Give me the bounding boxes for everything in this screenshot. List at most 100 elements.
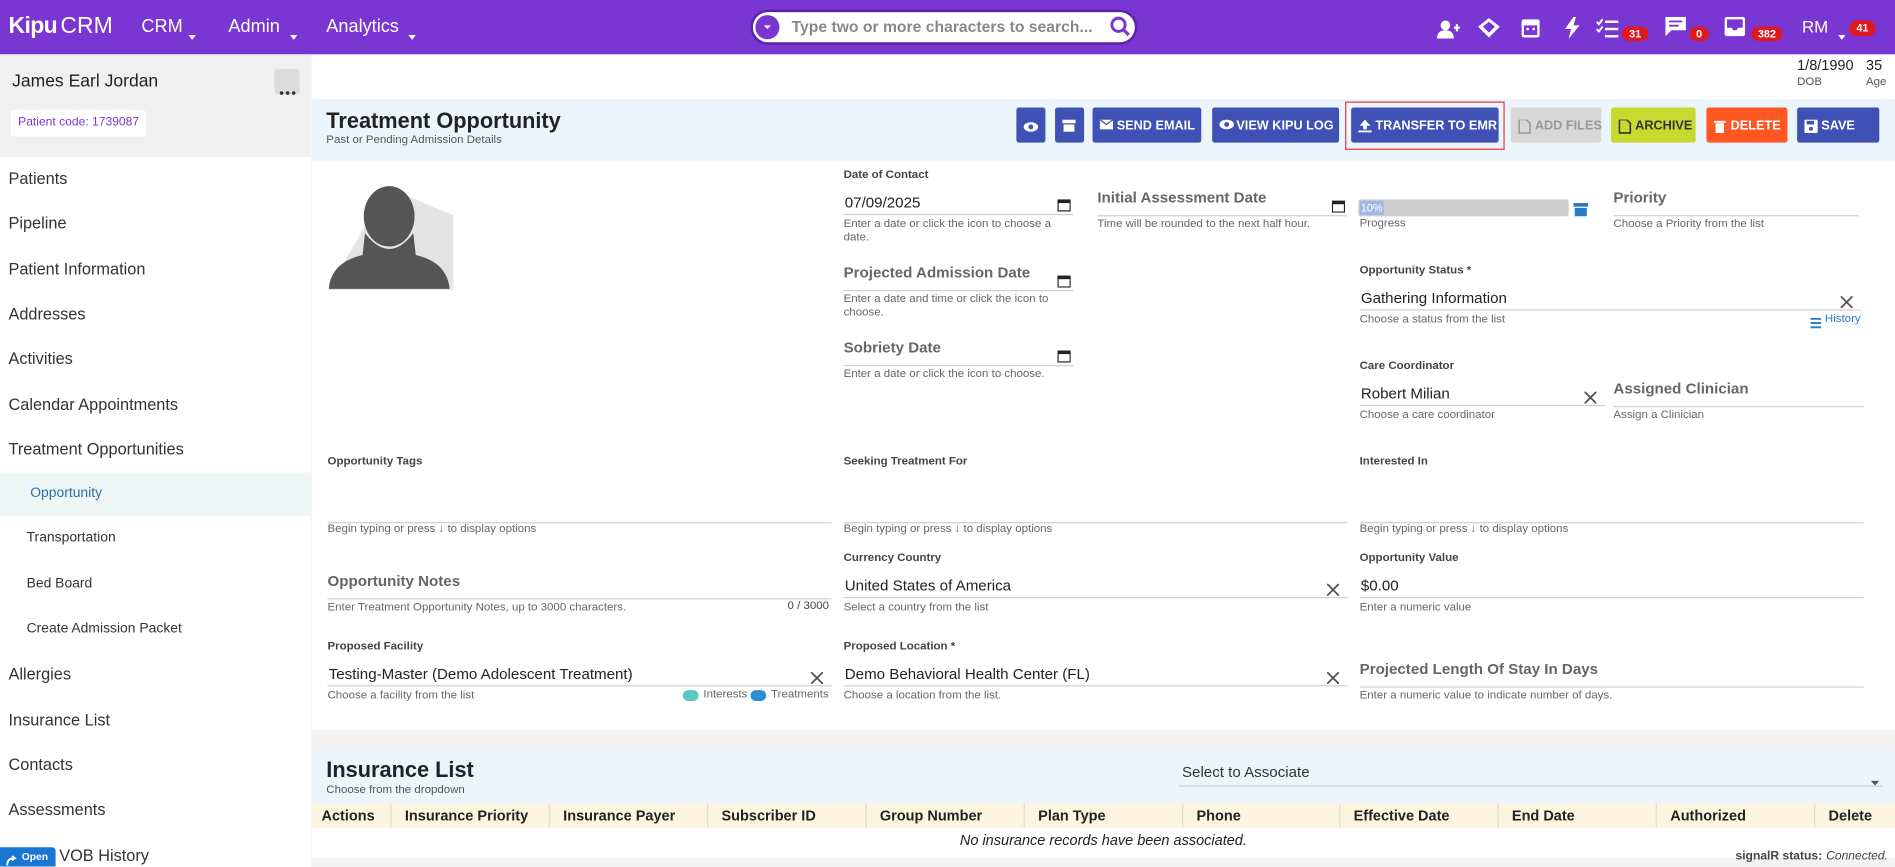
- field-underline[interactable]: [843, 685, 1348, 687]
- search-toggle[interactable]: [755, 15, 780, 40]
- field-underline[interactable]: [327, 685, 832, 687]
- action-button[interactable]: [1510, 107, 1602, 143]
- field-hint: Enter a numeric value to indicate number…: [1359, 688, 1613, 703]
- button-label[interactable]: SEND EMAIL: [1116, 118, 1195, 133]
- nav-menu[interactable]: Analytics: [326, 16, 399, 37]
- nav-subitem[interactable]: Bed Board: [26, 576, 93, 591]
- field-underline[interactable]: [327, 522, 832, 524]
- field-underline[interactable]: [843, 597, 1348, 599]
- archive-icon[interactable]: [1573, 201, 1589, 217]
- nav-item[interactable]: Addresses: [8, 304, 86, 323]
- field-value[interactable]: $0.00: [1360, 577, 1399, 595]
- field-label: Projected Admission Date: [843, 264, 1031, 282]
- field-underline[interactable]: [1359, 597, 1864, 599]
- button-label[interactable]: ARCHIVE: [1635, 118, 1693, 133]
- patient-panel: [0, 54, 311, 158]
- field-underline[interactable]: [1613, 406, 1864, 408]
- field-underline[interactable]: [1359, 686, 1864, 688]
- field-value[interactable]: 07/09/2025: [844, 194, 921, 212]
- open-button-label[interactable]: Open: [21, 850, 49, 863]
- nav-subitem[interactable]: Opportunity: [30, 486, 103, 501]
- field-underline[interactable]: [1613, 215, 1859, 217]
- user-menu[interactable]: RM: [1801, 16, 1829, 37]
- history-link[interactable]: History: [1824, 312, 1861, 326]
- field-underline[interactable]: [1097, 215, 1348, 217]
- open-button[interactable]: [0, 847, 56, 867]
- nav-item[interactable]: Patients: [8, 169, 68, 188]
- field-hint: Choose a location from the list.: [843, 688, 1002, 703]
- calendar-picker[interactable]: [1057, 196, 1071, 212]
- opportunity-card: [311, 99, 1895, 730]
- table-header: [311, 803, 1895, 828]
- nav-item[interactable]: Calendar Appointments: [8, 394, 179, 414]
- clear-icon[interactable]: [1583, 388, 1598, 405]
- field-underline[interactable]: [843, 213, 1074, 216]
- button-label[interactable]: TRANSFER TO EMR: [1375, 118, 1498, 133]
- more-button[interactable]: [274, 68, 300, 95]
- column-header: Insurance Priority: [404, 807, 529, 825]
- nav-subitem[interactable]: Create Admission Packet: [26, 621, 182, 636]
- nav-menu[interactable]: Admin: [228, 16, 280, 37]
- nav-subitem[interactable]: Transportation: [26, 531, 116, 546]
- calendar-picker[interactable]: [1331, 197, 1346, 213]
- button-label[interactable]: ADD FILES: [1534, 118, 1602, 133]
- nav-item[interactable]: Pipeline: [8, 214, 67, 233]
- nav-item[interactable]: Contacts: [8, 755, 73, 774]
- calendar-picker[interactable]: [1057, 347, 1071, 363]
- calendar-picker[interactable]: [1057, 272, 1071, 288]
- field-underline[interactable]: [327, 598, 832, 600]
- legend-swatch: [682, 690, 699, 701]
- field-value[interactable]: Gathering Information: [1360, 289, 1507, 307]
- field-label: Assigned Clinician: [1613, 380, 1749, 398]
- button-label[interactable]: DELETE: [1730, 118, 1781, 133]
- field-underline[interactable]: [1359, 309, 1862, 311]
- field-underline[interactable]: [843, 364, 1074, 367]
- inbox-icon[interactable]: [1724, 16, 1746, 37]
- field-hint: Enter Treatment Opportunity Notes, up to…: [327, 600, 627, 614]
- field-underline[interactable]: [1359, 522, 1864, 524]
- column-divider: [1497, 803, 1499, 828]
- button-label[interactable]: SAVE: [1821, 118, 1855, 133]
- field-underline[interactable]: [1359, 404, 1605, 407]
- field-value[interactable]: Testing-Master (Demo Adolescent Treatmen…: [328, 665, 633, 683]
- clear-icon[interactable]: [1839, 292, 1854, 309]
- status-label: signalR status:: [1735, 849, 1823, 863]
- info-strip: [311, 54, 1895, 100]
- dots[interactable]: [279, 80, 296, 95]
- action-button[interactable]: [1351, 107, 1499, 143]
- clear-icon[interactable]: [1326, 580, 1340, 597]
- add-user-icon[interactable]: [1436, 19, 1460, 39]
- tasks-icon[interactable]: [1595, 18, 1620, 38]
- action-button[interactable]: [1610, 107, 1696, 143]
- progress-bar[interactable]: [1358, 199, 1569, 217]
- avatar: [328, 186, 454, 291]
- search-box[interactable]: [750, 9, 1138, 45]
- nav-item[interactable]: Allergies: [8, 665, 72, 684]
- calendar-icon[interactable]: [1521, 17, 1540, 38]
- nav-item[interactable]: Treatment Opportunities: [8, 439, 184, 459]
- nav-item[interactable]: Insurance List: [8, 710, 111, 729]
- handshake-icon[interactable]: [1478, 18, 1500, 38]
- field-hint: Choose a status from the list: [1359, 313, 1506, 327]
- column-header: Delete: [1828, 807, 1873, 825]
- nav-item[interactable]: Patient Information: [8, 259, 146, 278]
- clear-icon[interactable]: [1326, 668, 1340, 685]
- field-underline[interactable]: [843, 290, 1074, 292]
- search-icon[interactable]: [1109, 16, 1131, 38]
- chat-icon[interactable]: [1665, 16, 1686, 37]
- select-underline[interactable]: [1178, 785, 1883, 787]
- button-icon: [1804, 118, 1819, 133]
- field-underline[interactable]: [843, 522, 1348, 524]
- field-value[interactable]: United States of America: [844, 577, 1012, 595]
- nav-item[interactable]: Assessments: [8, 800, 106, 819]
- field-value[interactable]: Robert Milian: [1360, 385, 1450, 403]
- nav-item[interactable]: Activities: [8, 349, 73, 368]
- bolt-icon[interactable]: [1565, 16, 1580, 39]
- nav-item[interactable]: VOB History: [59, 845, 149, 864]
- clear-icon[interactable]: [810, 668, 824, 685]
- nav-menu[interactable]: CRM: [141, 16, 183, 37]
- insurance-select[interactable]: Select to Associate: [1181, 763, 1310, 781]
- button-label[interactable]: VIEW KIPU LOG: [1236, 118, 1334, 133]
- field-value[interactable]: Demo Behavioral Health Center (FL): [844, 665, 1090, 683]
